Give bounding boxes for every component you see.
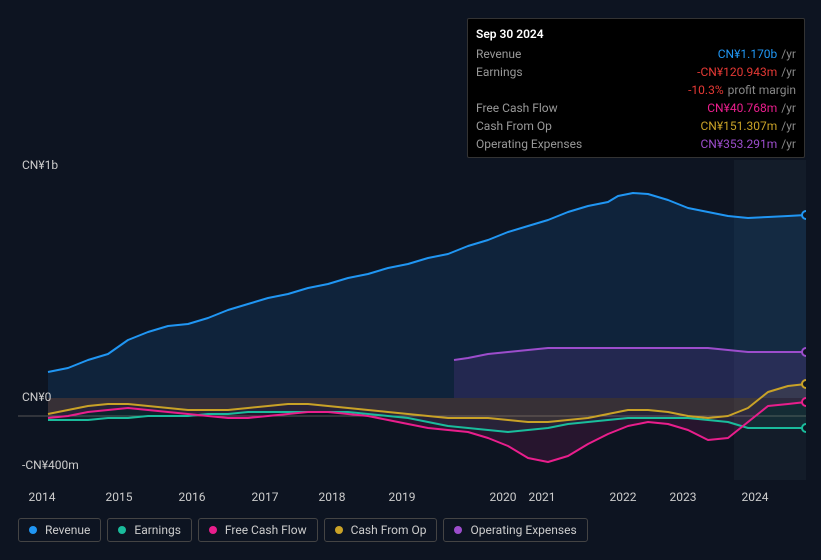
tooltip-row: -10.3%profit margin <box>476 81 796 99</box>
chart-area <box>18 160 806 500</box>
y-axis-label: CN¥0 <box>22 390 51 404</box>
legend-dot-icon <box>335 526 343 534</box>
legend-item[interactable]: Free Cash Flow <box>198 518 318 542</box>
tooltip-row: Free Cash Flow CN¥40.768m/yr <box>476 99 796 117</box>
chart-legend: Revenue Earnings Free Cash Flow Cash From O… <box>18 518 588 542</box>
x-axis-label: 2021 <box>529 490 556 504</box>
tooltip-date: Sep 30 2024 <box>476 23 796 45</box>
legend-label: Free Cash Flow <box>225 523 307 537</box>
legend-label: Revenue <box>45 523 90 537</box>
x-axis-label: 2022 <box>610 490 637 504</box>
tooltip-row-label: Earnings <box>476 65 523 79</box>
legend-label: Operating Expenses <box>470 523 576 537</box>
legend-dot-icon <box>209 526 217 534</box>
tooltip-row: Cash From Op CN¥151.307m/yr <box>476 117 796 135</box>
tooltip-row: Earnings -CN¥120.943m/yr <box>476 63 796 81</box>
legend-dot-icon <box>454 526 462 534</box>
tooltip-row-label: Cash From Op <box>476 119 552 133</box>
chart-tooltip: Sep 30 2024 Revenue CN¥1.170b/yr Earnings -… <box>467 18 805 158</box>
x-axis-label: 2018 <box>319 490 346 504</box>
legend-item[interactable]: Earnings <box>107 518 192 542</box>
tooltip-row-label: Operating Expenses <box>476 137 582 151</box>
tooltip-row-value: CN¥1.170b/yr <box>718 47 796 61</box>
x-axis-label: 2023 <box>670 490 697 504</box>
tooltip-row: Operating Expenses CN¥353.291m/yr <box>476 135 796 153</box>
x-axis-label: 2015 <box>106 490 133 504</box>
x-axis-label: 2014 <box>29 490 56 504</box>
legend-dot-icon <box>29 526 37 534</box>
x-axis-label: 2017 <box>252 490 279 504</box>
tooltip-row-label: Free Cash Flow <box>476 101 558 115</box>
tooltip-row-value: CN¥151.307m/yr <box>700 119 796 133</box>
y-axis-label: CN¥1b <box>22 158 58 172</box>
x-axis-label: 2024 <box>742 490 769 504</box>
legend-dot-icon <box>118 526 126 534</box>
x-axis-label: 2019 <box>389 490 416 504</box>
y-axis-label: -CN¥400m <box>22 458 79 472</box>
x-axis-label: 2020 <box>490 490 517 504</box>
tooltip-row-label: Revenue <box>476 47 521 61</box>
financial-chart <box>18 160 806 480</box>
tooltip-row-value: -CN¥120.943m/yr <box>697 65 796 79</box>
legend-item[interactable]: Revenue <box>18 518 101 542</box>
tooltip-row-value: CN¥353.291m/yr <box>700 137 796 151</box>
x-axis-label: 2016 <box>179 490 206 504</box>
legend-item[interactable]: Operating Expenses <box>443 518 587 542</box>
tooltip-row-value: CN¥40.768m/yr <box>707 101 796 115</box>
tooltip-row-value: -10.3%profit margin <box>688 83 796 97</box>
legend-item[interactable]: Cash From Op <box>324 518 438 542</box>
tooltip-row: Revenue CN¥1.170b/yr <box>476 45 796 63</box>
legend-label: Earnings <box>134 523 181 537</box>
legend-label: Cash From Op <box>351 523 427 537</box>
